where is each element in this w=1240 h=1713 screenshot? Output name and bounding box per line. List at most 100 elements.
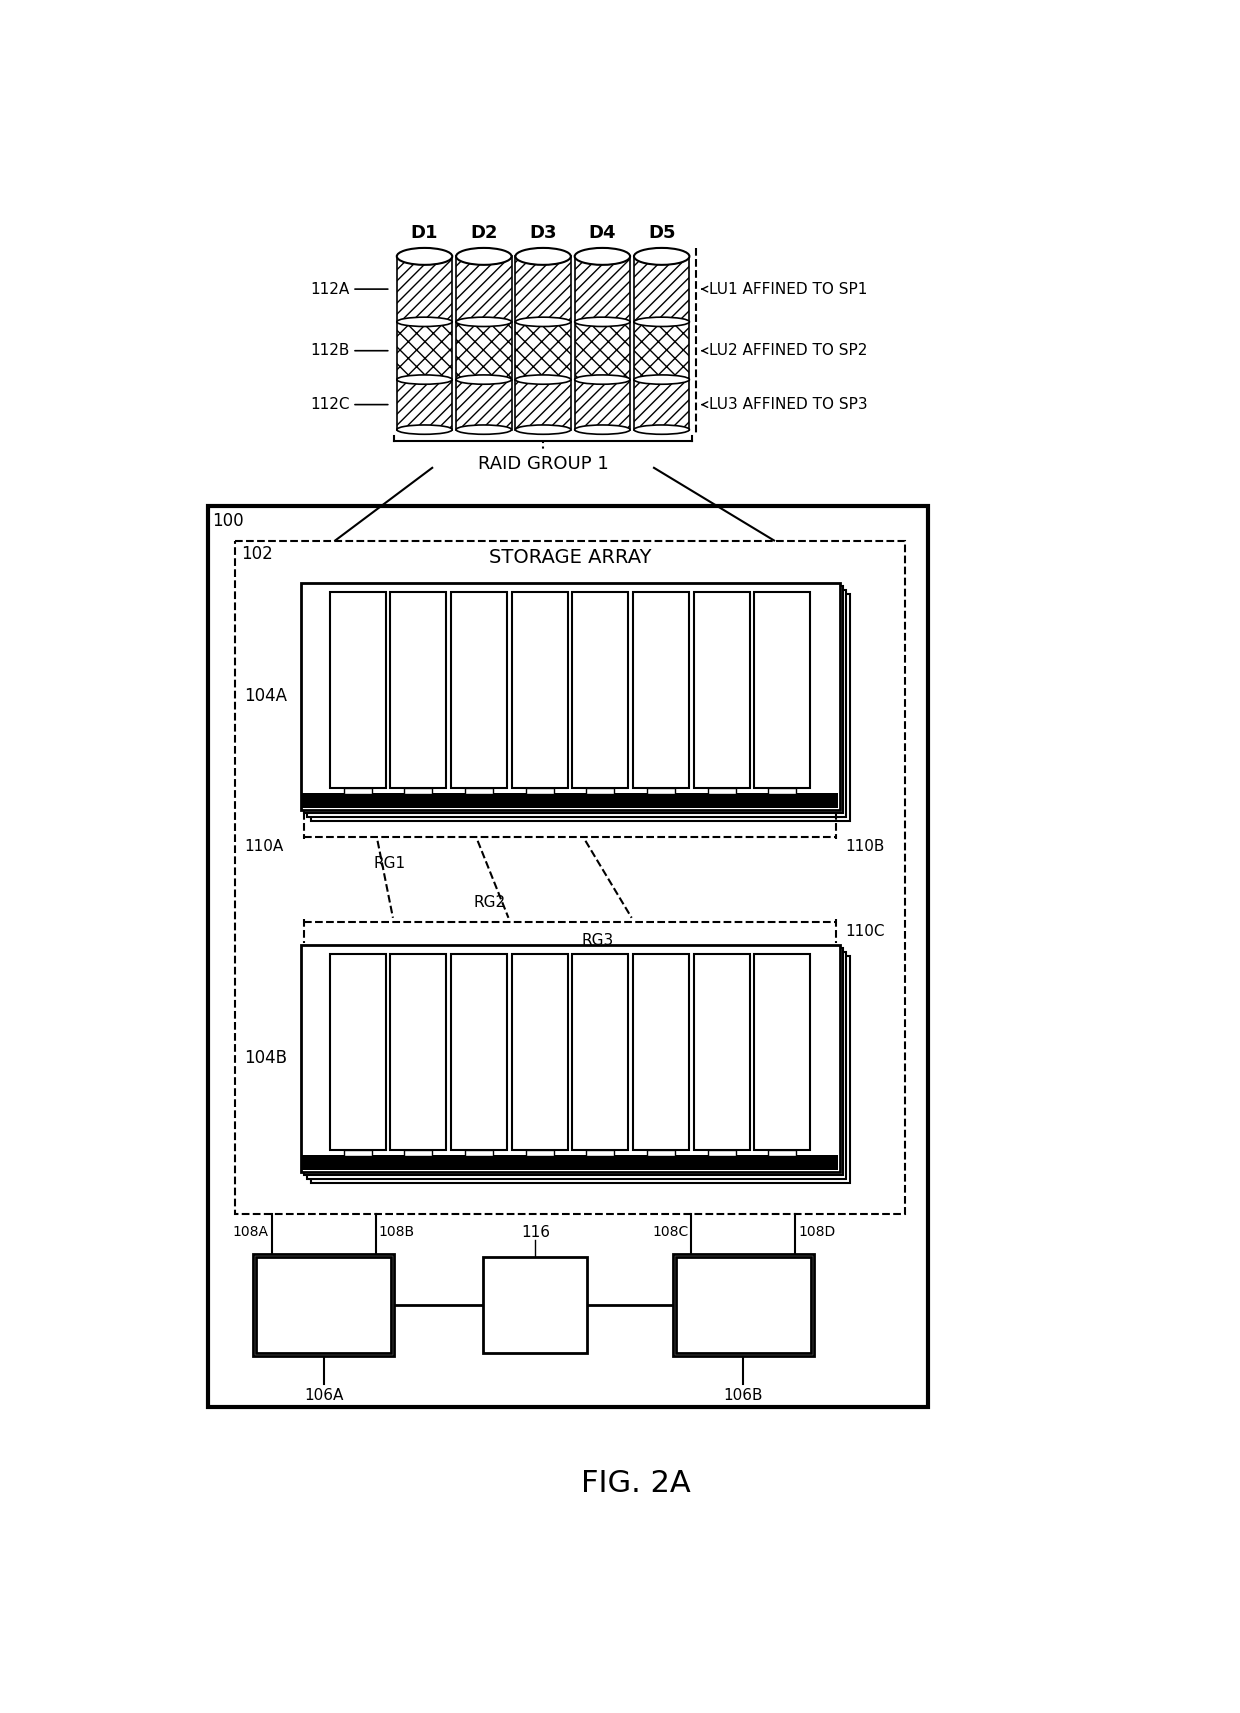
Ellipse shape (456, 317, 512, 327)
Bar (573, 954, 629, 1151)
Text: 106B: 106B (724, 1388, 763, 1403)
Bar (516, 322, 570, 380)
Bar (574, 322, 630, 380)
Bar (397, 322, 453, 380)
Bar (693, 954, 750, 1151)
Bar (708, 1149, 735, 1156)
Bar (257, 1257, 391, 1353)
Ellipse shape (574, 375, 630, 384)
Text: 104A: 104A (244, 687, 288, 706)
Bar (236, 541, 905, 1215)
Bar (512, 954, 568, 1151)
Ellipse shape (634, 317, 689, 327)
Bar (308, 589, 847, 817)
Ellipse shape (397, 425, 453, 435)
Bar (308, 952, 847, 1179)
Bar (574, 380, 630, 430)
Bar (391, 954, 446, 1151)
Text: 112C: 112C (310, 397, 350, 413)
Bar (330, 593, 386, 788)
Bar (465, 788, 494, 793)
Text: D
16: D 16 (774, 1030, 791, 1055)
Bar (311, 594, 851, 821)
Bar (754, 954, 810, 1151)
Text: 102: 102 (242, 545, 273, 564)
Text: SP1: SP1 (305, 1295, 342, 1314)
Text: D
14: D 14 (652, 1030, 670, 1055)
Text: D
8: D 8 (777, 666, 787, 694)
Ellipse shape (456, 375, 512, 384)
Bar (208, 505, 928, 1406)
Bar (512, 593, 568, 788)
Ellipse shape (574, 248, 630, 266)
Text: 116: 116 (521, 1225, 549, 1240)
Bar (634, 257, 689, 322)
Text: D
9: D 9 (352, 1030, 363, 1055)
Text: D
13: D 13 (591, 1030, 609, 1055)
Bar (769, 1149, 796, 1156)
Bar (526, 1149, 554, 1156)
Bar (456, 380, 512, 430)
Ellipse shape (574, 425, 630, 435)
Bar (304, 586, 843, 814)
Bar (516, 380, 570, 430)
Text: REDIR: REDIR (510, 1295, 560, 1314)
Text: D
15: D 15 (713, 1030, 730, 1055)
Bar (303, 1155, 838, 1170)
Bar (587, 788, 614, 793)
Bar (647, 788, 675, 793)
Text: D3: D3 (529, 224, 557, 242)
Text: 100: 100 (212, 512, 243, 529)
Bar (397, 257, 453, 322)
Bar (404, 788, 433, 793)
Bar (404, 1149, 433, 1156)
Bar (303, 793, 838, 809)
Text: D4: D4 (589, 224, 616, 242)
Text: RG2: RG2 (474, 894, 506, 910)
Text: D
4: D 4 (534, 666, 546, 694)
Text: LU2 AFFINED TO SP2: LU2 AFFINED TO SP2 (708, 343, 867, 358)
Text: D2: D2 (470, 224, 497, 242)
Text: 112A: 112A (310, 281, 350, 296)
Text: 110C: 110C (846, 923, 885, 939)
Bar (708, 788, 735, 793)
Bar (693, 593, 750, 788)
Bar (526, 788, 554, 793)
Text: SP2: SP2 (725, 1295, 761, 1314)
Ellipse shape (634, 375, 689, 384)
Bar (451, 954, 507, 1151)
Bar (300, 946, 839, 1172)
Ellipse shape (397, 317, 453, 327)
Text: LU3 AFFINED TO SP3: LU3 AFFINED TO SP3 (708, 397, 867, 413)
Text: 112B: 112B (310, 343, 350, 358)
Bar (573, 593, 629, 788)
Bar (253, 1254, 394, 1357)
Bar (634, 380, 689, 430)
Ellipse shape (397, 248, 453, 266)
Bar (574, 257, 630, 322)
Bar (343, 788, 372, 793)
Text: 108B: 108B (378, 1225, 415, 1238)
Ellipse shape (516, 375, 570, 384)
Text: RG3: RG3 (582, 934, 614, 949)
Ellipse shape (516, 317, 570, 327)
Bar (673, 1254, 813, 1357)
Text: RG1: RG1 (373, 856, 405, 872)
Text: RAID GROUP 1: RAID GROUP 1 (477, 454, 609, 473)
Text: LU1 AFFINED TO SP1: LU1 AFFINED TO SP1 (708, 281, 867, 296)
Text: 110B: 110B (846, 839, 885, 855)
Ellipse shape (456, 425, 512, 435)
Bar (451, 593, 507, 788)
Bar (456, 322, 512, 380)
Text: 104B: 104B (244, 1050, 288, 1067)
Bar (343, 1149, 372, 1156)
Text: STORAGE ARRAY: STORAGE ARRAY (489, 548, 651, 567)
Bar (676, 1257, 811, 1353)
Text: 108C: 108C (652, 1225, 688, 1238)
Text: D
12: D 12 (531, 1030, 548, 1055)
Text: D
5: D 5 (595, 666, 606, 694)
Bar (484, 1257, 588, 1353)
Ellipse shape (456, 248, 512, 266)
Ellipse shape (634, 248, 689, 266)
Text: 108A: 108A (233, 1225, 269, 1238)
